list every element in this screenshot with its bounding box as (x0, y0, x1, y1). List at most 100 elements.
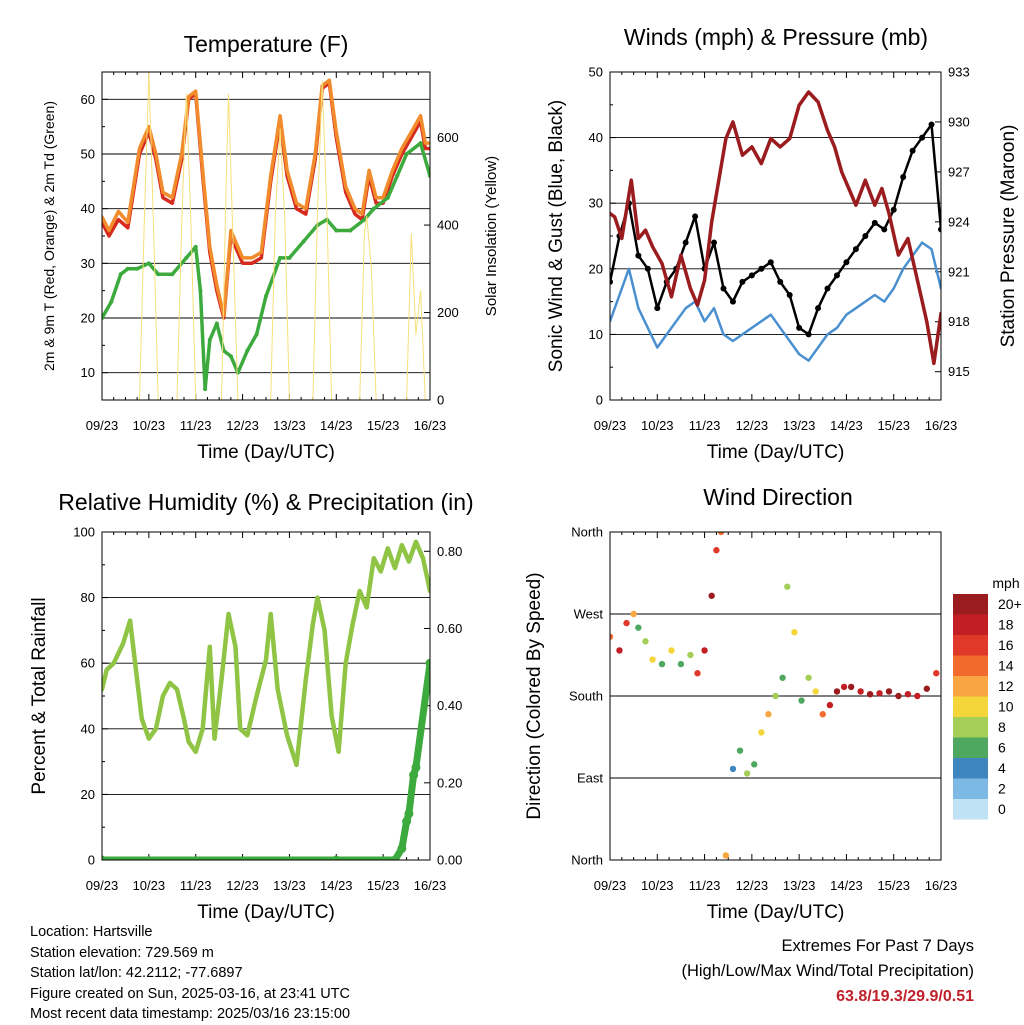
direction-point (708, 592, 715, 599)
x-tick-label: 15/23 (877, 878, 910, 893)
extremes-title: Extremes For Past 7 Days (781, 937, 974, 955)
y-tick-label: 0 (88, 853, 95, 868)
y-tick-label: 20 (81, 787, 95, 802)
y-right-tick-label: 600 (437, 130, 459, 145)
gust-point (919, 134, 926, 141)
direction-point (904, 690, 912, 698)
direction-point (649, 656, 656, 663)
direction-point (751, 761, 758, 768)
legend-swatch (953, 758, 988, 779)
gust-point (654, 305, 661, 312)
y-right-tick-label: 0.00 (437, 853, 462, 868)
x-tick-label: 12/23 (736, 418, 769, 433)
y-right-tick-label: 200 (437, 305, 459, 320)
gust-point (748, 272, 755, 279)
y-tick-label: 10 (589, 327, 603, 342)
x-tick-label: 15/23 (367, 418, 400, 433)
direction-point (658, 660, 666, 668)
y-right-tick-label: 400 (437, 218, 459, 233)
x-tick-label: 11/23 (689, 418, 721, 433)
dewpoint-point (278, 255, 283, 260)
dewpoint-point (348, 228, 353, 233)
y-right-tick-label: 0.60 (437, 621, 462, 636)
legend-swatch (953, 635, 988, 656)
y-right-tick-label: 915 (948, 364, 970, 379)
plot-area (102, 539, 430, 860)
x-tick-label: 13/23 (273, 878, 306, 893)
gust-point (786, 292, 793, 299)
gust-point (852, 246, 859, 253)
precip-point (425, 658, 430, 668)
x-tick-label: 16/23 (925, 878, 958, 893)
legend-swatch (953, 676, 988, 697)
y-tick-label: South (569, 689, 603, 704)
plot-area (610, 90, 941, 366)
direction-point (677, 660, 685, 668)
y-right-tick-label: 921 (948, 264, 970, 279)
direction-point (765, 711, 772, 718)
direction-point (847, 683, 855, 691)
legend-swatch (953, 778, 988, 799)
y-axis-label: 2m & 9m T (Red, Orange) & 2m Td (Green) (41, 101, 57, 371)
panel-2: Winds (mph) & Pressure (mb) 0 10 20 30 40 50 91… (546, 24, 1019, 463)
series-line (139, 72, 426, 400)
plot-frame (609, 531, 942, 861)
y-axis-label: Direction (Colored By Speed) (524, 572, 545, 819)
series-line (102, 539, 430, 768)
plot-area (610, 532, 940, 859)
direction-point (840, 683, 848, 691)
legend-label: 6 (998, 740, 1006, 756)
gust-point (805, 331, 812, 338)
x-tick-label: 11/23 (180, 418, 212, 433)
x-axis-label: Time (Day/UTC) (197, 902, 335, 923)
panel-title: Wind Direction (703, 484, 853, 510)
direction-point (668, 647, 675, 654)
y-tick-label: 40 (589, 130, 603, 145)
y-tick-label: West (574, 607, 604, 622)
gust-point (767, 259, 774, 266)
direction-point (642, 638, 649, 645)
y-tick-label: 0 (596, 393, 603, 408)
precip-point (397, 843, 407, 853)
direction-point (826, 701, 834, 709)
y-right-tick-label: 924 (948, 214, 970, 229)
direction-point (701, 647, 708, 654)
x-tick-label: 15/23 (367, 878, 400, 893)
y-tick-label: North (571, 853, 603, 868)
legend-label: 18 (998, 617, 1014, 633)
direction-point (630, 610, 637, 618)
gust-point (644, 265, 651, 272)
x-tick-label: 11/23 (180, 878, 212, 893)
gust-point (692, 213, 699, 220)
legend-swatch (953, 717, 988, 738)
dewpoint-point (118, 272, 123, 277)
extremes-values: 63.8/19.3/29.9/0.51 (836, 988, 974, 1005)
x-tick-label: 09/23 (594, 878, 627, 893)
panel-title: Winds (mph) & Pressure (mb) (624, 24, 928, 50)
panel-4: Wind Direction North East South West North 09/… (524, 484, 957, 923)
gust-point (739, 278, 746, 285)
y-right-tick-label: 0.20 (437, 775, 462, 790)
gust-point (815, 305, 822, 312)
y-tick-label: 100 (73, 525, 95, 540)
dewpoint-point (228, 354, 233, 359)
dewpoint-point (203, 387, 208, 392)
y-tick-label: 60 (81, 656, 95, 671)
gust-point (909, 147, 916, 154)
x-tick-label: 14/23 (830, 418, 863, 433)
direction-point (722, 852, 730, 859)
gust-point (843, 259, 850, 266)
direction-point (772, 692, 779, 700)
x-tick-label: 14/23 (830, 878, 863, 893)
precip-point (402, 816, 412, 826)
direction-point (616, 647, 623, 654)
x-tick-label: 14/23 (320, 878, 353, 893)
dewpoint-point (135, 266, 140, 271)
speed-legend: mph 20+ 18 16 14 12 10 8 6 4 2 0 (953, 575, 1022, 820)
gust-point (833, 272, 840, 279)
x-tick-label: 09/23 (86, 878, 119, 893)
gust-point (871, 219, 878, 226)
dewpoint-point (395, 173, 400, 178)
direction-point (805, 674, 812, 681)
